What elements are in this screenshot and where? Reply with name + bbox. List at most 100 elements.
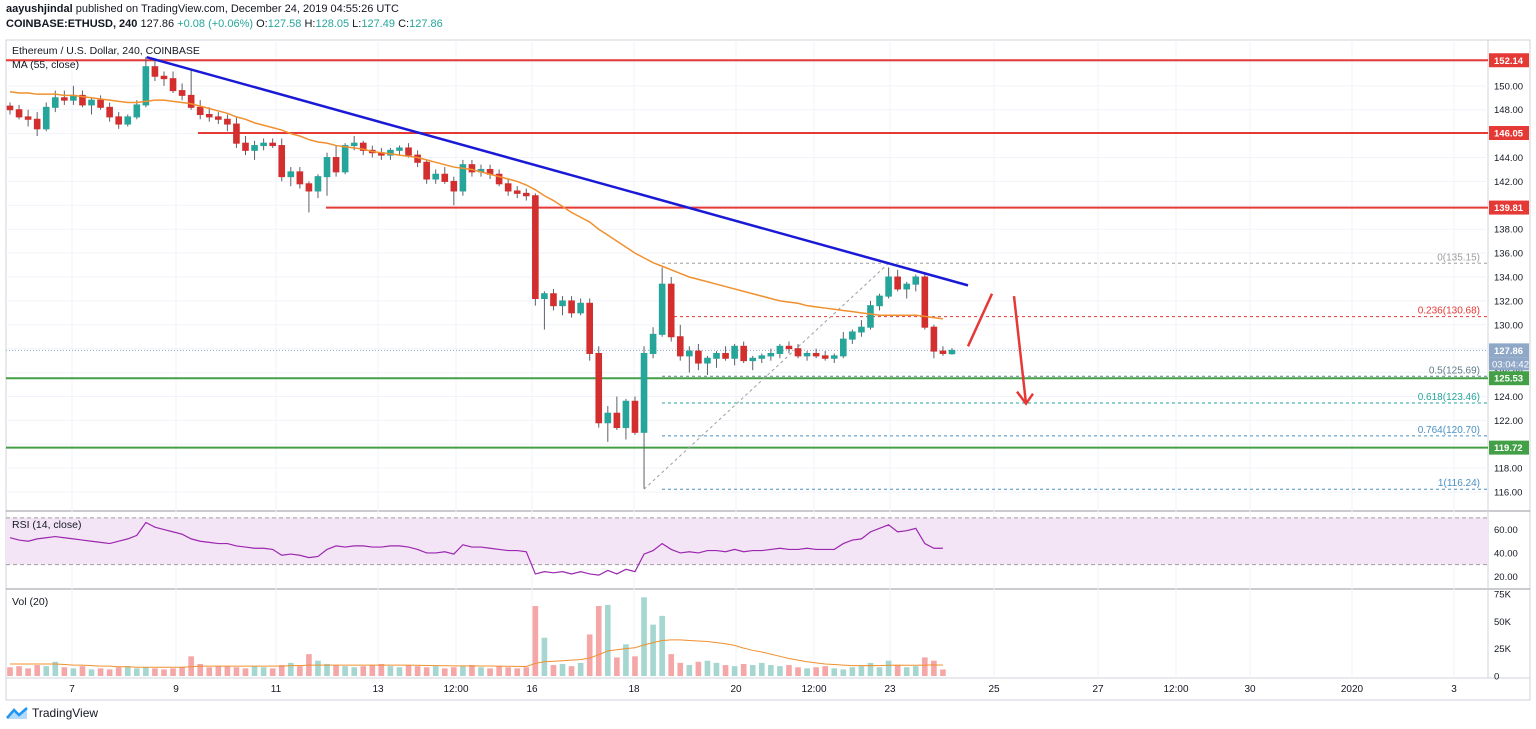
volume-bar: [632, 656, 638, 676]
volume-bar: [333, 665, 339, 676]
volume-bar: [369, 665, 376, 676]
countdown-box: [1489, 357, 1529, 371]
volume-bar: [7, 667, 13, 676]
y-tick-label: 150.00: [1494, 81, 1523, 92]
volume-bar: [97, 668, 104, 676]
volume-bar: [931, 660, 937, 676]
high-value: 128.05: [315, 18, 350, 30]
volume-bar: [297, 666, 303, 676]
volume-bar: [668, 654, 675, 676]
volume-bar: [161, 669, 167, 676]
volume-bar: [677, 662, 684, 676]
y-tick-label: 130.00: [1494, 320, 1523, 331]
candle-body: [686, 350, 693, 357]
volume-bar: [695, 661, 702, 676]
ma-line: [9, 91, 944, 320]
volume-bar: [876, 667, 883, 676]
volume-y-tick: 75K: [1494, 590, 1512, 601]
volume-bar: [903, 667, 910, 676]
candle-body: [640, 352, 648, 433]
price-label-box: [1489, 371, 1529, 386]
price-label-box: [1489, 440, 1529, 455]
candle-body: [767, 352, 775, 357]
candle-body: [577, 302, 584, 314]
candle-body: [812, 352, 820, 357]
volume-bar: [559, 663, 566, 676]
open-label: O:: [256, 18, 268, 30]
candle-body: [178, 90, 186, 96]
volume-bar: [206, 667, 213, 676]
x-tick-label: 16: [526, 684, 538, 695]
price-label-box: [1489, 53, 1529, 68]
open-value: 127.58: [267, 18, 302, 30]
price-label-box: [1489, 200, 1529, 215]
volume-bar: [786, 665, 792, 676]
y-tick-label: 136.00: [1494, 249, 1523, 260]
candle-body: [658, 283, 666, 335]
candle-body: [233, 123, 240, 144]
volume-bar: [487, 668, 493, 676]
volume-bar: [650, 624, 656, 676]
close-value: 127.86: [409, 18, 443, 30]
volume-bar: [568, 666, 575, 676]
rsi-y-tick: 20.00: [1494, 572, 1518, 583]
volume-bar: [34, 665, 40, 676]
volume-bar: [188, 656, 194, 676]
fib-trend-line: [643, 262, 889, 490]
volume-bar: [514, 668, 521, 676]
volume-bar: [451, 667, 457, 676]
price-label-box: [1489, 126, 1529, 141]
candle-body: [649, 333, 657, 354]
x-tick-label: 30: [1244, 684, 1256, 695]
candle-body: [722, 352, 729, 359]
volume-bar: [623, 644, 629, 676]
candle-body: [278, 145, 286, 178]
volume-bar: [749, 665, 756, 676]
candle-body: [532, 195, 539, 300]
candle-body: [930, 326, 938, 352]
candle-body: [504, 183, 512, 192]
volume-bar: [16, 666, 22, 676]
candle-body: [821, 355, 829, 359]
volume-bar: [197, 663, 204, 676]
volume-bar: [704, 660, 711, 676]
volume-bar: [713, 662, 720, 676]
volume-bar: [541, 637, 548, 676]
volume-bar: [342, 666, 348, 676]
candle-body: [187, 94, 195, 108]
candle-body: [15, 109, 23, 118]
candle-body: [269, 142, 276, 147]
candle-body: [849, 331, 856, 340]
x-tick-label: 25: [988, 684, 1000, 695]
ma-legend: MA (55, close): [12, 59, 79, 71]
volume-bar: [686, 665, 693, 676]
candle-body: [405, 147, 412, 156]
volume-bar: [804, 668, 810, 676]
author-name[interactable]: aayushjindal: [6, 3, 73, 15]
candle-body: [432, 173, 440, 180]
candle-body: [341, 145, 349, 173]
fib-label: 0.236(130.68): [1418, 306, 1480, 317]
rsi-band: [6, 517, 1488, 565]
candle-body: [858, 326, 865, 333]
volume-bar: [441, 668, 448, 676]
candle-body: [885, 276, 892, 297]
volume-bar: [604, 604, 611, 676]
volume-bar: [740, 663, 747, 676]
x-tick-label: 3: [1451, 684, 1457, 695]
volume-bar: [894, 665, 901, 676]
volume-bar: [25, 668, 31, 676]
footer-branding: TradingView: [6, 706, 98, 720]
x-tick-label: 11: [271, 684, 282, 695]
volume-bar: [777, 666, 783, 676]
candle-body: [51, 97, 59, 108]
candle-body: [61, 97, 68, 101]
chart-frame: [5, 39, 1531, 701]
volume-bar: [143, 667, 149, 676]
volume-bar: [106, 669, 113, 676]
candle-body: [305, 183, 313, 192]
volume-bar: [233, 667, 240, 676]
candle-body: [740, 345, 747, 362]
candle-body: [287, 171, 295, 178]
